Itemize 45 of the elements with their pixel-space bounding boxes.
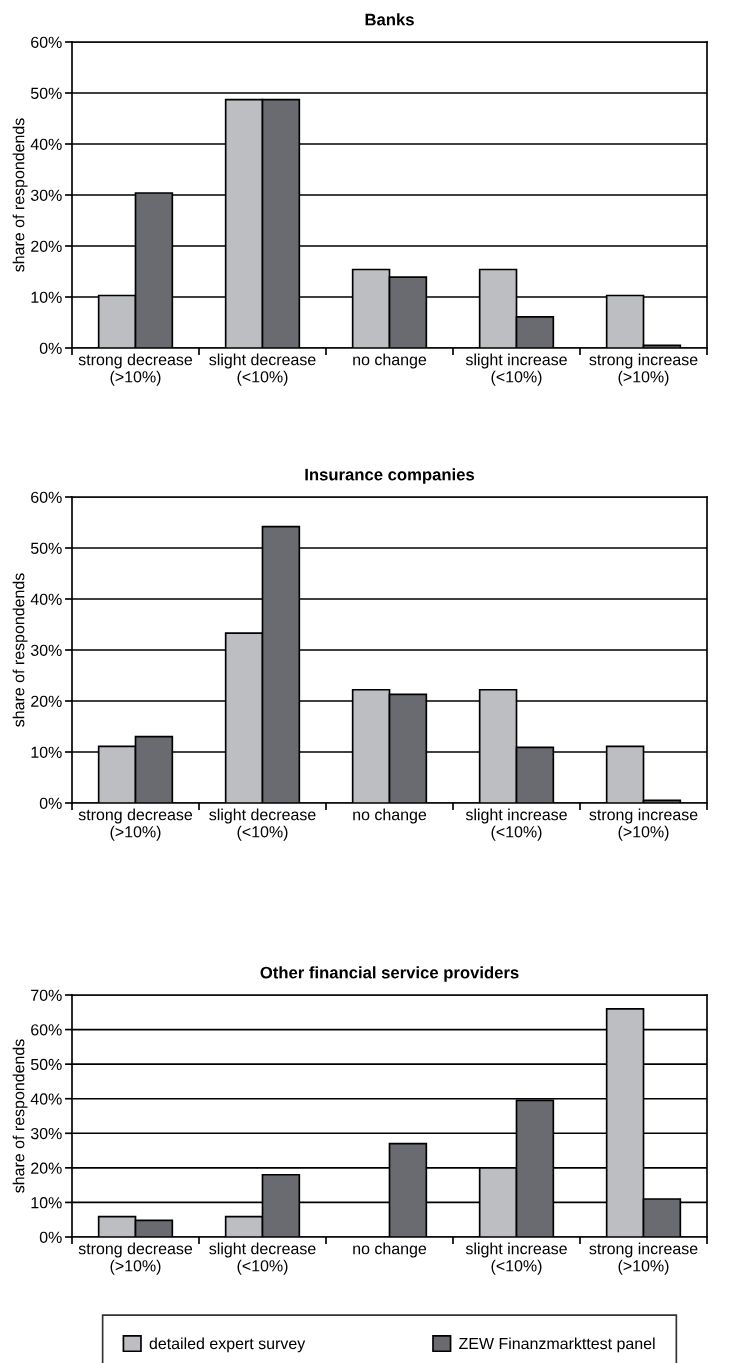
x-tick-label: strong decrease (>10%) xyxy=(78,353,193,386)
chart-title: Insurance companies xyxy=(305,468,475,484)
y-tick-label: 0% xyxy=(39,797,62,809)
y-axis-title: share of respondends xyxy=(12,118,28,272)
x-tick-label: strong decrease (>10%) xyxy=(78,808,193,841)
y-tick-label: 0% xyxy=(39,342,62,354)
y-tick-label: 10% xyxy=(31,1197,62,1209)
y-axis-title: share of respondends xyxy=(12,1039,28,1193)
legend-label: ZEW Finanzmarkttest panel xyxy=(459,1337,655,1353)
y-tick-label: 30% xyxy=(30,1127,62,1140)
x-tick-label: no change xyxy=(353,808,427,824)
y-tick-label: 40% xyxy=(30,138,62,150)
y-tick-label: 20% xyxy=(31,695,62,707)
x-tick-label: no change xyxy=(353,1242,427,1258)
y-tick-label: 50% xyxy=(30,87,62,99)
x-tick-label: slight decrease (<10%) xyxy=(209,1242,316,1275)
y-tick-label: 40% xyxy=(30,1093,62,1105)
y-tick-label: 20% xyxy=(31,1162,62,1174)
y-tick-label: 30% xyxy=(30,189,62,201)
x-tick-label: strong increase (>10%) xyxy=(589,808,698,841)
chart-title: Other financial service providers xyxy=(260,966,519,982)
y-tick-label: 40% xyxy=(30,593,62,605)
y-tick-label: 20% xyxy=(31,240,62,252)
y-tick-label: 50% xyxy=(30,1058,62,1071)
y-tick-label: 70% xyxy=(31,989,62,1001)
y-tick-label: 0% xyxy=(39,1231,62,1243)
y-tick-label: 60% xyxy=(31,491,62,503)
legend-label: detailed expert survey xyxy=(149,1337,306,1353)
x-tick-label: slight increase (<10%) xyxy=(465,808,567,841)
y-tick-label: 10% xyxy=(31,291,62,303)
x-tick-label: slight decrease (<10%) xyxy=(209,808,316,841)
x-tick-label: slight increase (<10%) xyxy=(465,353,567,386)
x-tick-label: slight decrease (<10%) xyxy=(209,353,316,386)
x-tick-label: strong decrease (>10%) xyxy=(78,1242,193,1275)
x-tick-label: strong increase (>10%) xyxy=(589,1242,698,1275)
y-tick-label: 50% xyxy=(30,542,62,554)
y-tick-label: 10% xyxy=(31,746,62,758)
x-tick-label: slight increase (<10%) xyxy=(465,1242,567,1275)
x-tick-label: no change xyxy=(353,353,427,369)
y-tick-label: 30% xyxy=(30,644,62,656)
y-tick-label: 60% xyxy=(31,1024,62,1036)
chart-title: Banks xyxy=(365,13,414,26)
y-axis-title: share of respondends xyxy=(12,573,28,727)
y-tick-label: 60% xyxy=(31,36,62,48)
x-tick-label: strong increase (>10%) xyxy=(589,353,698,386)
